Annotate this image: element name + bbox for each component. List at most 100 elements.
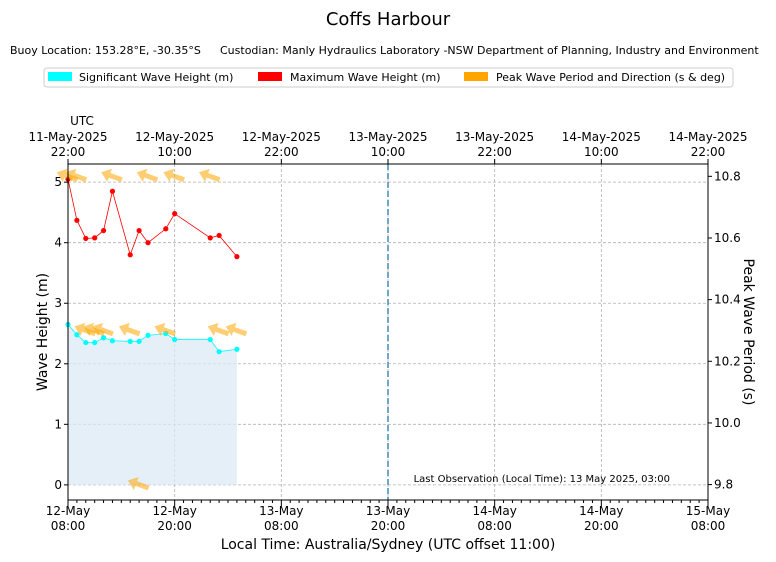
maximum-wave-point <box>136 227 142 234</box>
utc-label: UTC <box>70 114 94 128</box>
x-top-tick-label-time: 22:00 <box>477 145 512 159</box>
significant-wave-point <box>100 335 107 341</box>
x-top-tick-label-time: 10:00 <box>157 145 192 159</box>
significant-wave-area <box>68 324 237 485</box>
legend: Significant Wave Height (m) Maximum Wave… <box>43 67 734 88</box>
peak-period-arrow <box>83 322 105 337</box>
peak-period-arrow <box>198 168 221 183</box>
x-tick-label-date: 12-May <box>46 504 90 518</box>
x-top-tick-label-date: 12-May-2025 <box>135 130 214 144</box>
x-axis-label: Local Time: Australia/Sydney (UTC offset… <box>221 537 556 553</box>
x-top-tick-label-time: 22:00 <box>691 145 726 159</box>
y-right-tick-label: 10.6 <box>714 231 741 245</box>
y-tick-label: 4 <box>54 236 62 250</box>
custodian: Custodian: Manly Hydraulics Laboratory -… <box>220 44 759 57</box>
y-right-tick-label: 10.4 <box>714 293 741 307</box>
maximum-wave-point <box>163 226 169 232</box>
significant-wave-point <box>127 338 133 344</box>
x-tick-label-date: 13-May <box>366 504 410 518</box>
significant-wave-point <box>216 349 222 355</box>
significant-wave-point <box>234 346 240 352</box>
maximum-wave-point <box>207 235 213 241</box>
significant-wave-point <box>136 338 142 344</box>
y-axis-label-left: Wave Height (m) <box>35 273 51 391</box>
significant-wave-point <box>207 336 213 343</box>
x-top-tick-label-date: 13-May-2025 <box>455 130 534 144</box>
last-observation: Last Observation (Local Time): 13 May 20… <box>414 474 670 485</box>
peak-period-arrow <box>118 322 141 337</box>
y-right-tick-label: 10.8 <box>714 169 741 183</box>
legend-swatch-peak-period <box>464 72 488 81</box>
y-tick-label: 1 <box>54 417 62 431</box>
arrow-layer <box>56 168 248 491</box>
axes-layer: 0123459.810.010.210.410.610.812-May08:00… <box>28 130 747 533</box>
legend-swatch-significant <box>48 72 72 81</box>
x-top-tick-label-date: 12-May-2025 <box>242 130 321 144</box>
y-tick-label: 5 <box>54 175 62 189</box>
x-tick-label-time: 08:00 <box>51 519 86 533</box>
maximum-wave-point <box>83 235 89 242</box>
significant-wave-point <box>172 336 178 343</box>
x-tick-label-date: 13-May <box>259 504 303 518</box>
fill-layer <box>68 324 237 485</box>
legend-label-maximum: Maximum Wave Height (m) <box>290 71 441 84</box>
y-tick-label: 3 <box>54 296 62 310</box>
legend-label-peak-period: Peak Wave Period and Direction (s & deg) <box>496 71 725 84</box>
x-tick-label-time: 08:00 <box>264 519 299 533</box>
chart-title: Coffs Harbour <box>326 9 451 30</box>
peak-period-arrow <box>154 322 177 337</box>
significant-wave-point <box>92 339 98 346</box>
significant-wave-point <box>83 339 89 346</box>
x-top-tick-label-time: 10:00 <box>371 145 406 159</box>
maximum-wave-line <box>67 179 238 257</box>
x-tick-label-time: 08:00 <box>691 519 726 533</box>
x-top-tick-label-time: 22:00 <box>264 145 299 159</box>
x-tick-label-date: 14-May <box>579 504 623 518</box>
x-tick-label-time: 20:00 <box>157 519 192 533</box>
y-tick-label: 2 <box>54 357 62 371</box>
peak-period-arrow <box>127 476 150 491</box>
x-tick-label-date: 14-May <box>472 504 516 518</box>
maximum-wave-point <box>127 252 133 258</box>
legend-swatch-maximum <box>258 72 282 81</box>
y-right-tick-label: 10.0 <box>714 416 741 430</box>
maximum-wave-point <box>109 188 116 194</box>
significant-wave-point <box>145 332 151 338</box>
y-tick-label: 0 <box>54 478 62 492</box>
y-right-tick-label: 10.2 <box>714 354 741 368</box>
x-top-tick-label-date: 14-May-2025 <box>668 130 747 144</box>
y-right-tick-label: 9.8 <box>714 478 733 492</box>
maximum-wave-point <box>172 211 178 217</box>
peak-period-arrow <box>74 322 97 337</box>
significant-wave-point <box>74 332 80 338</box>
x-tick-label-time: 08:00 <box>477 519 512 533</box>
maximum-wave-point <box>92 235 98 241</box>
peak-period-arrow <box>56 168 79 183</box>
x-top-tick-label-time: 22:00 <box>51 145 86 159</box>
peak-period-arrow <box>225 322 248 337</box>
x-tick-label-time: 20:00 <box>584 519 619 533</box>
legend-label-significant: Significant Wave Height (m) <box>79 71 233 84</box>
x-tick-label-time: 20:00 <box>371 519 406 533</box>
y-axis-label-right: Peak Wave Period (s) <box>740 259 756 406</box>
maximum-wave-point <box>100 227 107 234</box>
maximum-wave-point <box>145 240 151 246</box>
x-top-tick-label-date: 14-May-2025 <box>562 130 641 144</box>
maximum-wave-point <box>216 232 222 239</box>
x-tick-label-date: 12-May <box>152 504 196 518</box>
peak-period-arrow <box>207 322 230 337</box>
peak-period-arrow <box>65 168 88 183</box>
peak-period-arrow <box>101 168 123 183</box>
x-top-tick-label-time: 10:00 <box>584 145 619 159</box>
maximum-wave-point <box>74 217 80 223</box>
peak-period-arrow <box>163 168 185 183</box>
significant-wave-point <box>109 338 116 344</box>
x-top-tick-label-date: 13-May-2025 <box>348 130 427 144</box>
peak-period-arrow <box>92 322 114 337</box>
x-top-tick-label-date: 11-May-2025 <box>28 130 107 144</box>
peak-period-arrow <box>136 168 159 183</box>
buoy-location: Buoy Location: 153.28°E, -30.35°S <box>10 44 201 57</box>
maximum-wave-point <box>234 254 240 260</box>
x-tick-label-date: 15-May <box>686 504 730 518</box>
